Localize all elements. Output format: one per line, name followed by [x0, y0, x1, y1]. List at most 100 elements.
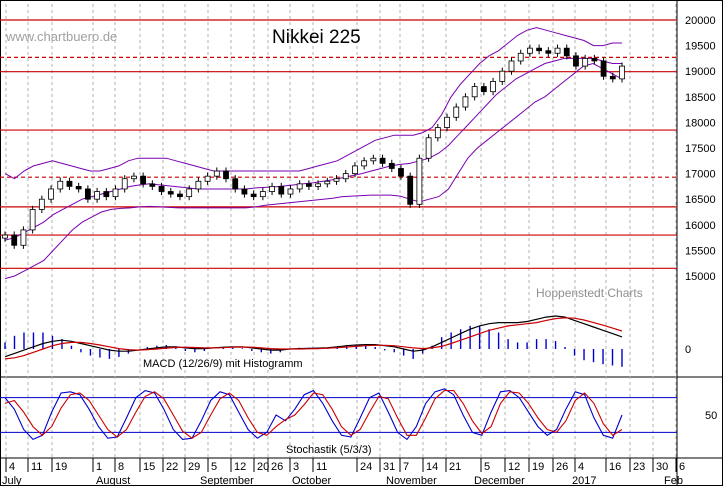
price-tick-label: 15500	[685, 245, 716, 257]
candle-body	[278, 185, 285, 195]
candle-body	[195, 180, 202, 190]
candle-body	[388, 162, 395, 169]
candle-body	[499, 70, 506, 82]
x-day-label: 19	[532, 461, 544, 473]
x-axis: 4 11 19 1 8 15 22 29 5 12 20 26 3 11 24 31 7 14 21 5 12 19 26 4…	[2, 458, 685, 486]
candle-body	[527, 47, 533, 54]
price-tick-label: 18000	[685, 117, 716, 129]
candle-body	[48, 188, 54, 200]
stoch-label: Stochastik (5/3/3)	[284, 444, 374, 456]
price-tick-labels: 15000 15500 16000 16500 17000 17500 18000 18500…	[685, 15, 716, 283]
candle-body	[11, 234, 18, 246]
macd-label: MACD (12/26/9) mit Histogramm	[141, 358, 305, 370]
candle-body	[563, 47, 570, 57]
candle-body	[269, 185, 275, 192]
bollinger-upper-line	[4, 27, 622, 180]
candle-body	[38, 198, 45, 210]
candle-body	[416, 157, 423, 205]
horizontal-lines	[0, 19, 677, 269]
x-month-label: Feb	[664, 475, 683, 486]
candle-body	[370, 157, 377, 162]
candle-body	[259, 191, 266, 198]
x-day-label: 5	[484, 461, 490, 473]
candle-body	[619, 65, 625, 80]
x-day-label: 21	[449, 461, 461, 473]
candle-body	[582, 58, 589, 67]
candle-body	[490, 81, 496, 93]
price-tick-label: 18500	[685, 92, 716, 104]
x-day-label: 20	[257, 461, 269, 473]
candle-body	[250, 193, 257, 198]
x-day-label: 23	[633, 461, 645, 473]
price-tick-label: 17500	[685, 143, 716, 155]
candle-body	[121, 178, 128, 190]
candle-body	[131, 175, 137, 180]
candle-body	[305, 183, 312, 187]
x-day-label: 19	[55, 461, 67, 473]
candle-body	[158, 185, 165, 192]
x-day-label: 5	[211, 461, 217, 473]
x-month-label: August	[96, 475, 130, 486]
candle-body	[573, 55, 579, 67]
candle-body	[453, 106, 460, 118]
x-day-label: 29	[188, 461, 200, 473]
price-tick-label: 17000	[685, 169, 716, 181]
candle-body	[103, 191, 110, 198]
macd-tick-label: 0	[685, 344, 691, 356]
stoch-k-line	[4, 388, 623, 441]
candle-body	[600, 60, 607, 77]
candle-body	[66, 180, 73, 187]
x-month-label: November	[386, 475, 437, 486]
candle-body	[398, 168, 404, 177]
candle-body	[204, 175, 211, 182]
x-month-label: September	[200, 475, 254, 486]
x-day-label: 6	[679, 461, 685, 473]
x-day-label: 11	[31, 461, 42, 473]
candle-body	[223, 170, 229, 180]
credit-text: Hoppenstedt Charts	[536, 286, 643, 300]
x-day-label: 15	[143, 461, 155, 473]
candle-body	[352, 165, 358, 174]
candle-body	[324, 180, 331, 185]
stoch-d-line	[4, 390, 623, 439]
candle-body	[232, 178, 239, 190]
candle-body	[554, 47, 561, 54]
candle-body	[609, 75, 616, 80]
x-day-label: 16	[609, 461, 621, 473]
candle-body	[177, 193, 183, 198]
price-tick-label: 16000	[685, 220, 716, 232]
x-day-label: 7	[403, 461, 409, 473]
candle-body	[186, 188, 193, 198]
candle-body	[444, 116, 450, 128]
chart-title: Nikkei 225	[272, 27, 361, 48]
candle-body	[471, 86, 478, 98]
x-day-label: 26	[556, 461, 568, 473]
price-tick-label: 15000	[685, 271, 716, 283]
price-tick-label: 19500	[685, 41, 716, 53]
candle-body	[333, 178, 340, 182]
x-day-label: 30	[656, 461, 668, 473]
candle-body	[517, 52, 524, 62]
bollinger-lower-line	[4, 62, 623, 280]
candle-body	[536, 47, 543, 52]
candle-body	[407, 175, 414, 205]
candle-body	[361, 160, 368, 167]
x-day-label: 22	[166, 461, 178, 473]
candle-body	[425, 137, 432, 159]
x-day-label: 12	[508, 461, 520, 473]
candle-body	[480, 86, 487, 93]
candle-body	[167, 191, 174, 195]
x-day-label: 14	[426, 461, 438, 473]
candle-body	[29, 209, 36, 231]
candle-body	[296, 183, 303, 190]
x-day-label: 12	[234, 461, 246, 473]
candle-body	[2, 234, 8, 239]
x-day-label: 8	[118, 461, 124, 473]
x-month-label: July	[2, 475, 22, 486]
candle-body	[241, 188, 248, 195]
candle-body	[462, 96, 469, 108]
x-day-label: 24	[360, 461, 372, 473]
